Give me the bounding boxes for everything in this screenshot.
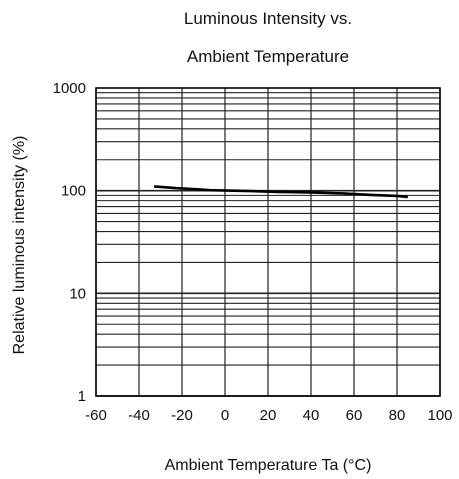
x-tick-label: -20	[171, 407, 193, 424]
y-tick-label: 1	[78, 388, 86, 405]
x-axis-label: Ambient Temperature Ta (°C)	[165, 457, 372, 474]
x-tick-label: 20	[260, 407, 277, 424]
x-tick-label: 60	[346, 407, 363, 424]
y-tick-label: 100	[61, 183, 86, 200]
x-tick-label: 80	[389, 407, 406, 424]
y-tick-labels: 1 10 100 1000	[53, 80, 86, 405]
chart-title-line-2: Ambient Temperature	[187, 47, 349, 66]
x-tick-label: -60	[85, 407, 107, 424]
y-tick-label: 1000	[53, 80, 86, 97]
series-group	[153, 185, 408, 199]
plot-frame	[95, 87, 441, 397]
x-tick-labels: -60 -40 -20 0 20 40 60 80 100	[85, 407, 452, 424]
x-tick-label: 0	[221, 407, 229, 424]
x-tick-label: 100	[427, 407, 452, 424]
chart-title-line-1: Luminous Intensity vs.	[184, 9, 352, 28]
y-axis-label: Relative luminous intensity (%)	[11, 136, 28, 355]
grid-lines	[95, 88, 441, 397]
series-line	[153, 185, 408, 199]
x-tick-label: -40	[128, 407, 150, 424]
y-tick-label: 10	[69, 285, 86, 302]
x-tick-label: 40	[303, 407, 320, 424]
